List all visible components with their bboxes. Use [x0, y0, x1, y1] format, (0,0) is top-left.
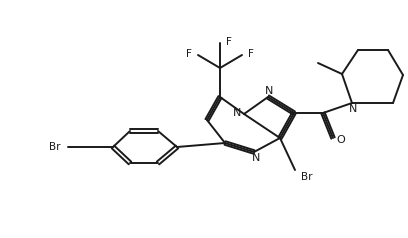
- Text: N: N: [233, 108, 241, 118]
- Text: Br: Br: [301, 172, 313, 182]
- Text: F: F: [226, 37, 232, 47]
- Text: N: N: [265, 86, 273, 96]
- Text: N: N: [349, 104, 357, 114]
- Text: F: F: [248, 49, 254, 59]
- Text: Br: Br: [49, 142, 60, 152]
- Text: F: F: [186, 49, 192, 59]
- Text: N: N: [252, 153, 260, 163]
- Text: O: O: [337, 135, 346, 145]
